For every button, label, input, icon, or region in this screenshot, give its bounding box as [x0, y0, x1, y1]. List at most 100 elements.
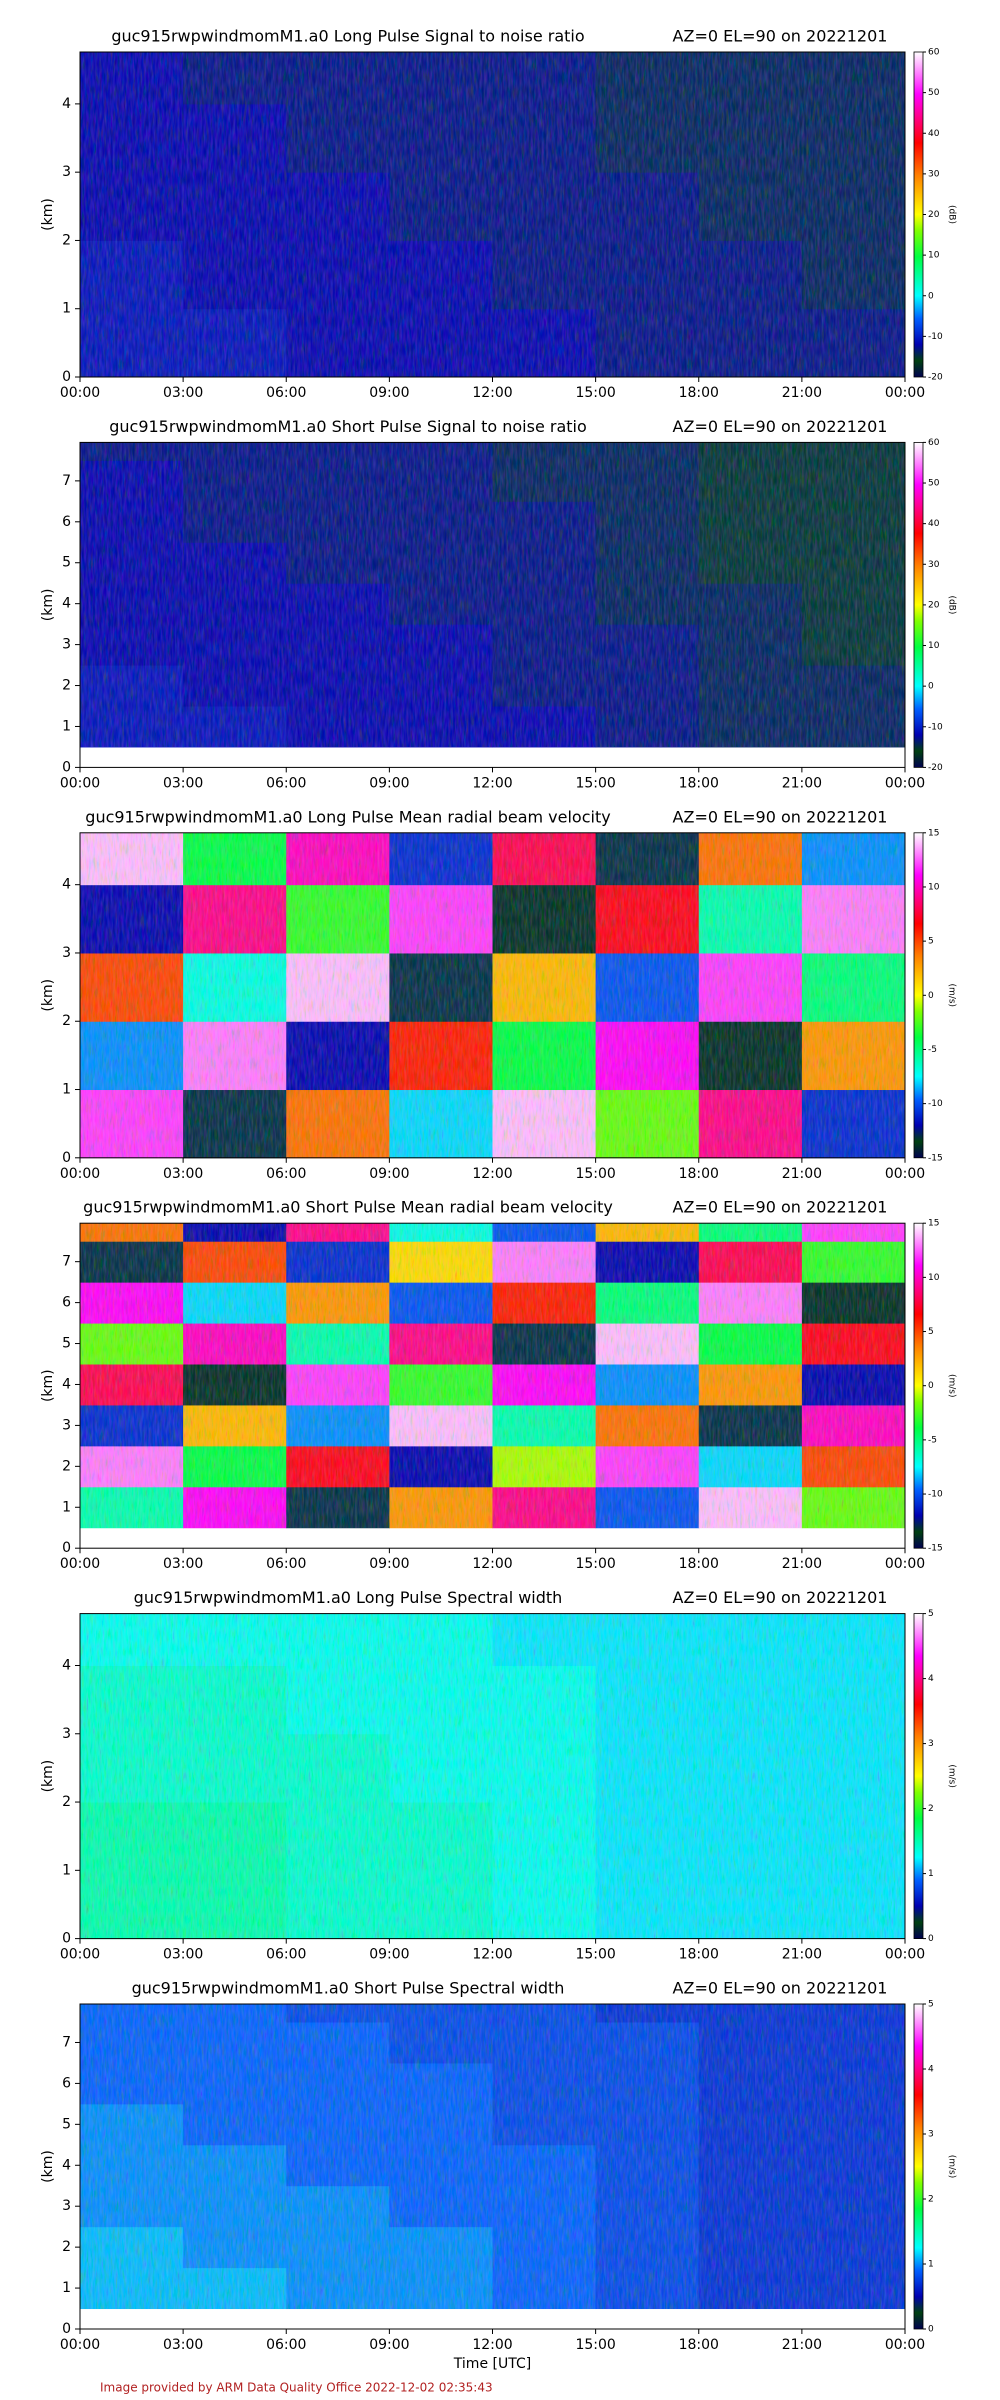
y-tick-label: 1	[62, 301, 71, 317]
colorbar-tick-label: -10	[928, 722, 943, 732]
x-tick-label: 06:00	[266, 775, 306, 791]
chart-title: guc915rwpwindmomM1.a0 Short Pulse Spectr…	[132, 1979, 565, 1998]
y-tick-label: 4	[62, 2157, 71, 2173]
y-tick-label: 2	[62, 1794, 71, 1810]
colorbar-tick-label: -10	[928, 1490, 943, 1500]
y-tick-label: 0	[62, 2321, 71, 2337]
colorbar-tick-label: 40	[928, 129, 940, 139]
x-tick-label: 21:00	[782, 775, 822, 791]
chart-subtitle: AZ=0 EL=90 on 20221201	[673, 1198, 888, 1217]
chart-subtitle: AZ=0 EL=90 on 20221201	[673, 1979, 888, 1998]
x-tick-label: 15:00	[575, 2337, 615, 2353]
x-tick-label: 09:00	[369, 385, 409, 401]
x-tick-label: 09:00	[369, 2337, 409, 2353]
texture	[80, 2004, 905, 2309]
colorbar-tick-label: 2	[928, 2195, 934, 2205]
x-tick-label: 15:00	[575, 775, 615, 791]
colorbar	[913, 1613, 924, 1939]
colorbar-tick-label: 60	[928, 48, 940, 58]
colorbar-tick-label: 1	[928, 2260, 934, 2270]
x-tick-label: 00:00	[885, 2337, 925, 2353]
x-axis-label: Time [UTC]	[453, 2356, 531, 2372]
y-tick-label: 7	[62, 473, 71, 489]
y-axis-label: (km)	[40, 2150, 56, 2183]
y-tick-label: 3	[62, 2198, 71, 2214]
x-tick-label: 12:00	[472, 1166, 512, 1182]
colorbar-tick-label: 0	[928, 1934, 934, 1944]
colorbar-tick-label: 20	[928, 600, 940, 610]
colorbar-tick-label: 10	[928, 882, 940, 892]
x-tick-label: 12:00	[472, 385, 512, 401]
y-axis-label: (km)	[40, 1369, 56, 1402]
y-tick-label: 2	[62, 2239, 71, 2255]
x-tick-label: 09:00	[369, 1556, 409, 1572]
y-tick-label: 4	[62, 877, 71, 893]
colorbar-tick-label: 15	[928, 1219, 939, 1229]
x-tick-label: 00:00	[60, 2337, 100, 2353]
y-tick-label: 7	[62, 1254, 71, 1270]
colorbar	[913, 441, 924, 768]
x-tick-label: 00:00	[885, 385, 925, 401]
colorbar-tick-label: 10	[928, 641, 940, 651]
y-axis-label: (km)	[40, 198, 56, 231]
y-tick-label: 0	[62, 759, 71, 775]
chart-subtitle: AZ=0 EL=90 on 20221201	[673, 1588, 888, 1607]
colorbar-tick-label: 5	[928, 937, 934, 947]
chart-title: guc915rwpwindmomM1.a0 Long Pulse Mean ra…	[85, 807, 610, 826]
x-tick-label: 15:00	[575, 1947, 615, 1963]
colorbar-tick-label: 10	[928, 1273, 940, 1283]
colorbar-label: (m/s)	[947, 1764, 957, 1788]
x-tick-label: 21:00	[782, 1556, 822, 1572]
x-tick-label: 00:00	[885, 1947, 925, 1963]
y-tick-label: 1	[62, 1082, 71, 1098]
y-axis-label: (km)	[40, 1760, 56, 1793]
texture	[80, 1613, 905, 1939]
x-tick-label: 12:00	[472, 2337, 512, 2353]
y-tick-label: 2	[62, 232, 71, 248]
colorbar-tick-label: -10	[928, 1099, 943, 1109]
colorbar-label: (dB)	[947, 205, 957, 224]
colorbar-tick-label: 30	[928, 560, 940, 570]
colorbar-tick-label: 3	[928, 2130, 934, 2140]
colorbar-tick-label: 5	[928, 2000, 934, 2010]
colorbar-tick-label: 0	[928, 2325, 934, 2335]
x-tick-label: 09:00	[369, 1166, 409, 1182]
footer: Image provided by ARM Data Quality Offic…	[100, 2381, 493, 2395]
y-tick-label: 4	[62, 96, 71, 112]
y-tick-label: 1	[62, 1862, 71, 1878]
x-tick-label: 18:00	[679, 1166, 719, 1182]
chart-title: guc915rwpwindmomM1.a0 Short Pulse Mean r…	[83, 1198, 613, 1217]
y-axis-label: (km)	[40, 589, 56, 622]
colorbar-tick-label: -15	[928, 1544, 943, 1554]
colorbar-tick-label: 20	[928, 210, 940, 220]
y-axis-label: (km)	[40, 979, 56, 1012]
chart-subtitle: AZ=0 EL=90 on 20221201	[673, 807, 888, 826]
y-tick-label: 0	[62, 1931, 71, 1947]
y-tick-label: 2	[62, 1013, 71, 1029]
colorbar-tick-label: 5	[928, 1609, 934, 1619]
chart-subtitle: AZ=0 EL=90 on 20221201	[673, 417, 888, 436]
colorbar-tick-label: 40	[928, 519, 940, 529]
x-tick-label: 18:00	[679, 2337, 719, 2353]
x-tick-label: 21:00	[782, 1166, 822, 1182]
x-tick-label: 00:00	[60, 1947, 100, 1963]
x-tick-label: 00:00	[60, 1166, 100, 1182]
colorbar-tick-label: 30	[928, 169, 940, 179]
texture	[80, 52, 905, 377]
colorbar	[913, 51, 924, 378]
colorbar-tick-label: 0	[928, 1381, 934, 1391]
x-tick-label: 00:00	[60, 1556, 100, 1572]
colorbar-tick-label: 0	[928, 682, 934, 692]
x-tick-label: 12:00	[472, 1556, 512, 1572]
x-tick-label: 03:00	[163, 385, 203, 401]
colorbar-tick-label: 0	[928, 291, 934, 301]
y-tick-label: 6	[62, 514, 71, 530]
colorbar-tick-label: 3	[928, 1739, 934, 1749]
colorbar-tick-label: 50	[928, 88, 940, 98]
texture	[80, 1223, 905, 1528]
y-tick-label: 0	[62, 1540, 71, 1556]
x-tick-label: 12:00	[472, 1947, 512, 1963]
colorbar	[913, 1222, 924, 1549]
y-tick-label: 3	[62, 637, 71, 653]
